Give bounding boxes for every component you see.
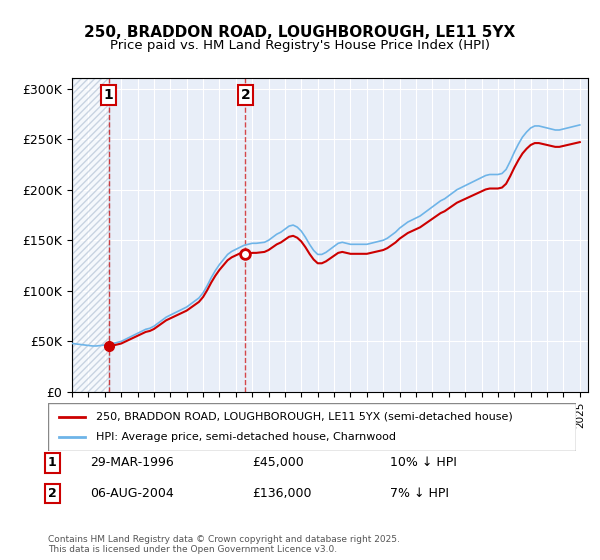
Text: 1: 1	[104, 88, 113, 102]
Text: Price paid vs. HM Land Registry's House Price Index (HPI): Price paid vs. HM Land Registry's House …	[110, 39, 490, 52]
Text: 1: 1	[48, 456, 57, 469]
Bar	[72, 78, 109, 392]
Text: £45,000: £45,000	[252, 456, 304, 469]
Text: 250, BRADDON ROAD, LOUGHBOROUGH, LE11 5YX (semi-detached house): 250, BRADDON ROAD, LOUGHBOROUGH, LE11 5Y…	[95, 412, 512, 422]
Text: 29-MAR-1996: 29-MAR-1996	[90, 456, 174, 469]
Text: 2: 2	[241, 88, 250, 102]
Text: £136,000: £136,000	[252, 487, 311, 500]
Bar	[72, 78, 109, 392]
Text: 7% ↓ HPI: 7% ↓ HPI	[390, 487, 449, 500]
Text: 2: 2	[48, 487, 57, 500]
Text: Contains HM Land Registry data © Crown copyright and database right 2025.
This d: Contains HM Land Registry data © Crown c…	[48, 535, 400, 554]
Text: HPI: Average price, semi-detached house, Charnwood: HPI: Average price, semi-detached house,…	[95, 432, 395, 442]
Text: 06-AUG-2004: 06-AUG-2004	[90, 487, 174, 500]
Text: 10% ↓ HPI: 10% ↓ HPI	[390, 456, 457, 469]
FancyBboxPatch shape	[48, 403, 576, 451]
Text: 250, BRADDON ROAD, LOUGHBOROUGH, LE11 5YX: 250, BRADDON ROAD, LOUGHBOROUGH, LE11 5Y…	[85, 25, 515, 40]
